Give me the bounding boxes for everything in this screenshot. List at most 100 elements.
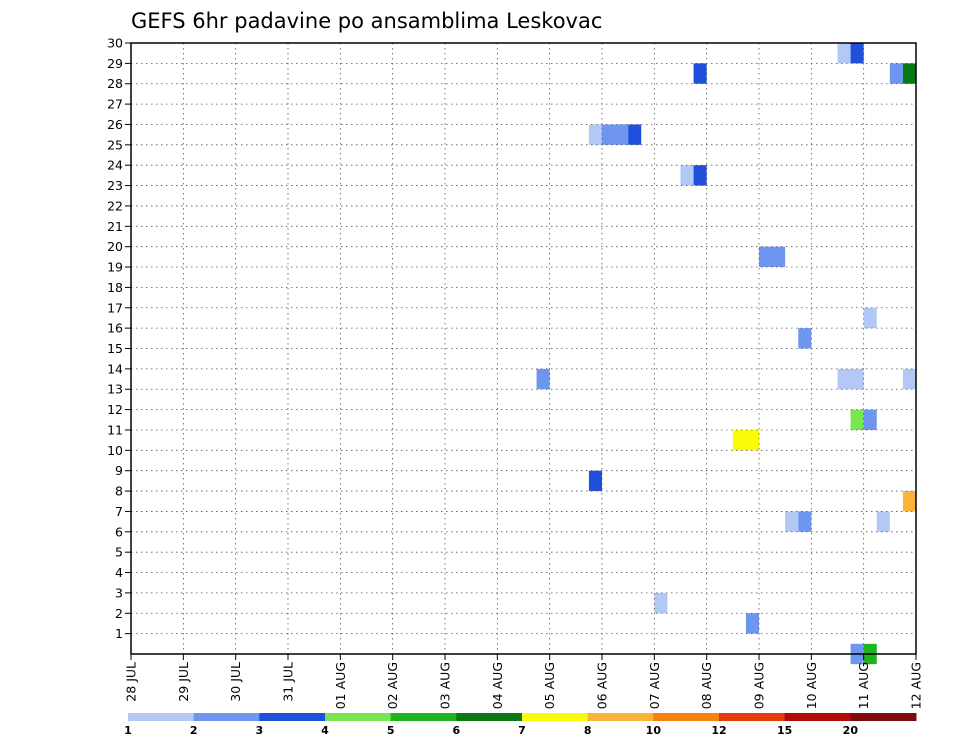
y-tick-label: 9	[115, 463, 123, 478]
y-tick-label: 12	[107, 402, 123, 417]
y-tick-label: 8	[115, 484, 123, 499]
legend-color-swatch	[522, 713, 589, 721]
precip-cell	[837, 368, 864, 390]
y-tick-label: 29	[107, 56, 123, 71]
x-tick-label: 02 AUG	[385, 662, 400, 709]
y-tick-label: 28	[107, 76, 123, 91]
y-tick-label: 16	[107, 321, 123, 336]
precip-cell	[588, 470, 602, 492]
legend-color-swatch	[784, 713, 851, 721]
y-tick-label: 23	[107, 178, 123, 193]
legend-label: 1	[124, 724, 132, 737]
legend-color-swatch	[128, 713, 195, 721]
precip-cell	[602, 124, 629, 145]
y-tick-label: 3	[115, 585, 123, 600]
color-legend: 1 2 3 4 5 6 7 8 10 12 15 20	[124, 713, 917, 737]
precip-cell	[628, 124, 642, 145]
y-tick-label: 6	[115, 524, 123, 539]
precip-cell	[902, 368, 916, 390]
legend-color-swatch	[850, 713, 917, 721]
legend-label: 3	[256, 724, 264, 737]
precip-cell	[732, 429, 759, 451]
y-tick-label: 4	[115, 565, 123, 580]
legend-label: 8	[584, 724, 592, 737]
y-tick-label: 11	[107, 422, 123, 437]
legend-label: 5	[387, 724, 395, 737]
y-tick-label: 1	[115, 626, 123, 641]
legend-color-swatch	[719, 713, 786, 721]
x-tick-label: 10 AUG	[804, 662, 819, 709]
precip-cell	[837, 43, 851, 64]
y-tick-label: 20	[107, 239, 123, 254]
legend-color-swatch	[587, 713, 654, 721]
x-tick-label: 31 JUL	[281, 662, 296, 702]
precip-cell	[745, 613, 759, 634]
x-tick-label: 30 JUL	[228, 662, 243, 702]
precip-cell	[863, 307, 877, 329]
y-axis: 1234567891011121314151617181920212223242…	[107, 36, 131, 641]
grid-lines	[131, 43, 916, 654]
y-tick-label: 2	[115, 606, 123, 621]
y-tick-label: 10	[107, 443, 123, 458]
legend-label: 12	[711, 724, 726, 737]
x-tick-label: 05 AUG	[542, 662, 557, 709]
precip-cell	[654, 592, 668, 614]
legend-color-swatch	[325, 713, 392, 721]
x-tick-label: 08 AUG	[699, 662, 714, 709]
precip-cell	[536, 368, 550, 390]
x-tick-label: 12 AUG	[909, 662, 924, 709]
precip-cell	[798, 328, 812, 349]
legend-label: 7	[518, 724, 526, 737]
x-tick-label: 06 AUG	[595, 662, 610, 709]
y-tick-label: 30	[107, 36, 123, 51]
precip-cell	[850, 409, 864, 430]
x-tick-label: 28 JUL	[124, 662, 139, 702]
x-tick-label: 03 AUG	[438, 662, 453, 709]
precip-cell	[902, 491, 916, 512]
y-tick-label: 14	[107, 361, 123, 376]
y-tick-label: 17	[107, 300, 123, 315]
precip-cell	[798, 511, 812, 532]
precip-cell	[876, 511, 890, 532]
y-tick-label: 21	[107, 219, 123, 234]
y-tick-label: 5	[115, 545, 123, 560]
legend-color-swatch	[259, 713, 326, 721]
x-tick-label: 11 AUG	[856, 662, 871, 709]
legend-label: 20	[843, 724, 859, 737]
legend-color-swatch	[390, 713, 457, 721]
y-tick-label: 19	[107, 260, 123, 275]
legend-color-swatch	[193, 713, 260, 721]
legend-color-swatch	[653, 713, 720, 721]
legend-label: 15	[777, 724, 792, 737]
y-tick-label: 22	[107, 198, 123, 213]
precip-cell	[850, 43, 864, 64]
x-tick-label: 09 AUG	[752, 662, 767, 709]
y-tick-label: 24	[107, 158, 123, 173]
x-axis: 28 JUL 29 JUL 30 JUL 31 JUL 01 AUG 02 AUG 03 A…	[124, 654, 924, 709]
precip-cell	[693, 165, 707, 186]
precip-cell	[863, 409, 877, 430]
precip-cell	[588, 124, 602, 145]
y-tick-label: 27	[107, 97, 123, 112]
y-tick-label: 13	[107, 382, 123, 397]
x-tick-label: 04 AUG	[490, 662, 505, 709]
legend-label: 10	[646, 724, 662, 737]
precip-cell	[785, 511, 799, 532]
y-tick-label: 7	[115, 504, 123, 519]
precipitation-cells	[536, 43, 916, 665]
precip-cell	[902, 63, 916, 84]
x-tick-label: 07 AUG	[647, 662, 662, 709]
y-tick-label: 18	[107, 280, 123, 295]
x-tick-label: 29 JUL	[176, 662, 191, 702]
y-tick-label: 25	[107, 137, 123, 152]
y-tick-label: 26	[107, 117, 123, 132]
legend-label: 6	[453, 724, 461, 737]
chart-title: GEFS 6hr padavine po ansamblima Leskovac	[131, 9, 602, 33]
precip-cell	[680, 165, 694, 186]
legend-color-swatch	[456, 713, 523, 721]
precip-cell	[759, 246, 786, 268]
precip-cell	[693, 63, 707, 84]
legend-label: 2	[190, 724, 198, 737]
y-tick-label: 15	[107, 341, 123, 356]
